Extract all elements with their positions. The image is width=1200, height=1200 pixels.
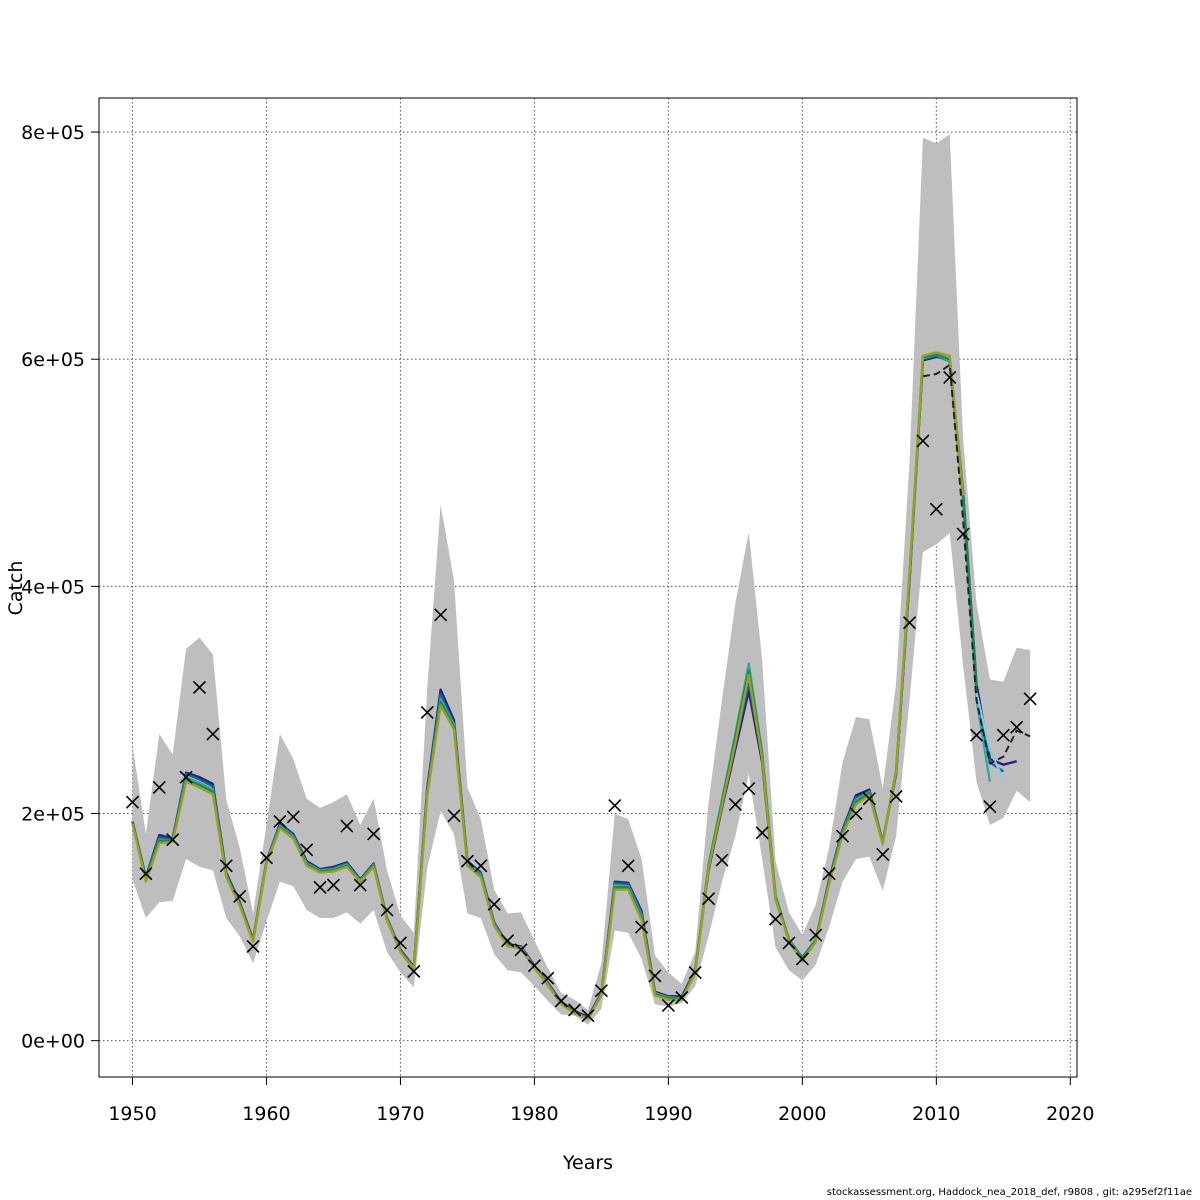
observed-point — [996, 728, 1010, 742]
x-tick-label: 1950 — [108, 1103, 156, 1125]
observed-point — [233, 889, 247, 903]
observed-point — [809, 928, 823, 942]
observed-point — [219, 859, 233, 873]
observed-point — [688, 965, 702, 980]
observed-point — [246, 939, 260, 953]
observed-point — [635, 920, 649, 934]
observed-point — [380, 903, 394, 917]
confidence-band-area — [132, 134, 1031, 1025]
grid — [99, 98, 1077, 1077]
observed-point — [340, 819, 354, 833]
observed-point — [795, 952, 809, 966]
observed-point — [876, 847, 890, 861]
series-line — [922, 363, 1031, 765]
observed-point — [447, 809, 461, 823]
observed-point — [648, 969, 662, 983]
retro-series — [131, 351, 1031, 1021]
observed-point — [541, 971, 555, 985]
y-tick-label: 8e+05 — [21, 122, 85, 144]
observed-point — [943, 370, 957, 384]
observed-point — [835, 829, 850, 843]
observed-point — [621, 859, 635, 873]
observed-point — [313, 880, 327, 894]
observed-point — [420, 705, 434, 719]
observed-point — [594, 984, 608, 998]
observed-point — [192, 680, 207, 695]
observed-point — [514, 943, 528, 957]
observed-point — [152, 780, 166, 794]
observed-point — [702, 892, 716, 906]
plot-frame — [98, 97, 1078, 1078]
observed-point — [916, 434, 930, 448]
observed-point — [179, 770, 193, 784]
y-tick-label: 4e+05 — [21, 576, 85, 598]
observed-point — [554, 994, 568, 1008]
observed-point — [166, 833, 180, 847]
observed-point — [139, 867, 153, 881]
observed-point — [501, 934, 515, 948]
observed-point — [487, 897, 501, 911]
observed-point — [715, 853, 729, 867]
observed-point — [326, 878, 341, 892]
observed-point — [608, 798, 622, 813]
observed-point — [527, 959, 541, 973]
x-tick-label: 2010 — [912, 1103, 960, 1125]
observed-point — [755, 826, 769, 840]
observed-point — [862, 792, 876, 806]
observed-point — [460, 854, 474, 868]
x-tick-label: 1970 — [376, 1103, 424, 1125]
observed-point — [661, 998, 675, 1013]
observed-point — [568, 1003, 582, 1017]
observed-point — [474, 859, 488, 873]
observed-point — [782, 936, 796, 950]
observed-point — [1010, 720, 1024, 734]
observed-point — [393, 936, 408, 950]
y-tick-label: 6e+05 — [21, 349, 85, 371]
x-tick-label: 2020 — [1046, 1103, 1094, 1125]
footer-credit: stockassessment.org, Haddock_nea_2018_de… — [826, 1187, 1192, 1198]
observed-point — [929, 502, 943, 516]
y-tick-label: 2e+05 — [21, 804, 85, 826]
observed-point — [1023, 692, 1037, 706]
observed-point — [889, 789, 903, 804]
observed-catch-markers — [125, 370, 1037, 1023]
observed-point — [367, 827, 381, 841]
observed-point — [300, 843, 314, 857]
observed-point — [581, 1009, 595, 1023]
observed-point — [259, 851, 274, 865]
observed-point — [286, 810, 300, 824]
series-line — [131, 351, 965, 1021]
observed-point — [273, 814, 287, 829]
x-axis-label: Years — [562, 1152, 613, 1174]
observed-point — [849, 806, 863, 821]
observed-point — [902, 616, 917, 630]
observed-point — [742, 781, 756, 796]
series-line — [975, 692, 1005, 780]
observed-point — [125, 795, 140, 809]
observed-point — [728, 797, 742, 811]
observed-point — [822, 867, 836, 881]
observed-point — [434, 608, 448, 622]
observed-point — [956, 527, 970, 541]
x-tick-label: 2000 — [778, 1103, 826, 1125]
x-tick-label: 1960 — [242, 1103, 290, 1125]
observed-point — [983, 800, 997, 814]
y-axis: 0e+00 2e+05 4e+05 6e+05 8e+05 — [21, 122, 99, 1053]
observed-point — [407, 964, 421, 978]
x-tick-label: 1980 — [510, 1103, 558, 1125]
observed-point — [768, 912, 783, 926]
confidence-band — [132, 134, 1031, 1025]
observed-point — [353, 878, 367, 892]
y-tick-label: 0e+00 — [21, 1031, 85, 1053]
y-axis-label: Catch — [5, 561, 27, 616]
observed-point — [969, 728, 984, 742]
x-tick-label: 1990 — [644, 1103, 692, 1125]
x-axis: 1950 1960 1970 1980 1990 2000 2010 2020 — [108, 1077, 1094, 1125]
observed-point — [206, 727, 220, 741]
observed-point — [675, 990, 689, 1005]
